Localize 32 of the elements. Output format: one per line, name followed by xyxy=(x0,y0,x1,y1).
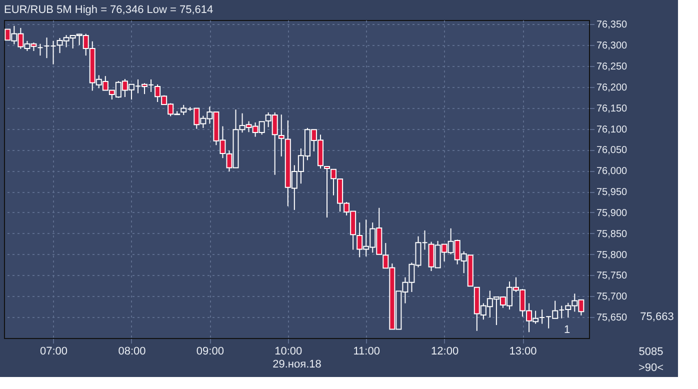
candlestick xyxy=(324,166,330,218)
annotation: 1 xyxy=(564,324,570,336)
y-tick-label: 76,250 xyxy=(596,62,628,73)
y-tick-label: 76,050 xyxy=(596,145,628,156)
x-tick-label: 08:00 xyxy=(118,346,146,358)
x-tick-label: 10:00 xyxy=(274,346,302,358)
text: >90< xyxy=(638,362,664,374)
x-tick-label: 12:00 xyxy=(431,346,459,358)
x-tick-label: 13:00 xyxy=(509,346,537,358)
y-tick-label: 75,950 xyxy=(596,187,628,198)
y-tick-label: 75,800 xyxy=(596,250,628,261)
text: 75,663 xyxy=(640,311,674,323)
y-tick-label: 76,200 xyxy=(596,82,628,94)
y-tick-label: 76,300 xyxy=(596,40,628,52)
x-tick-label: 11:00 xyxy=(353,346,380,358)
candlestick xyxy=(278,114,284,157)
y-tick-label: 76,100 xyxy=(596,124,628,136)
y-tick-label: 76,350 xyxy=(596,20,628,31)
candlestick xyxy=(539,309,546,324)
y-tick-label: 76,000 xyxy=(596,166,628,178)
y-tick-label: 75,850 xyxy=(596,228,628,240)
x-axis-title: 29.ноя.18 xyxy=(272,358,322,370)
chart-title: EUR/RUB 5M High = 76,346 Low = 75,614 xyxy=(4,4,214,16)
candlestick xyxy=(37,43,44,56)
y-tick-label: 75,650 xyxy=(596,312,628,324)
x-tick-label: 07:00 xyxy=(40,346,68,358)
y-tick-label: 76,150 xyxy=(596,103,628,114)
x-tick-label: 09:00 xyxy=(196,346,224,358)
y-tick-label: 75,750 xyxy=(596,270,628,282)
y-tick-label: 75,900 xyxy=(596,208,628,219)
y-tick-label: 75,700 xyxy=(596,292,628,303)
text: 5085 xyxy=(638,346,664,358)
